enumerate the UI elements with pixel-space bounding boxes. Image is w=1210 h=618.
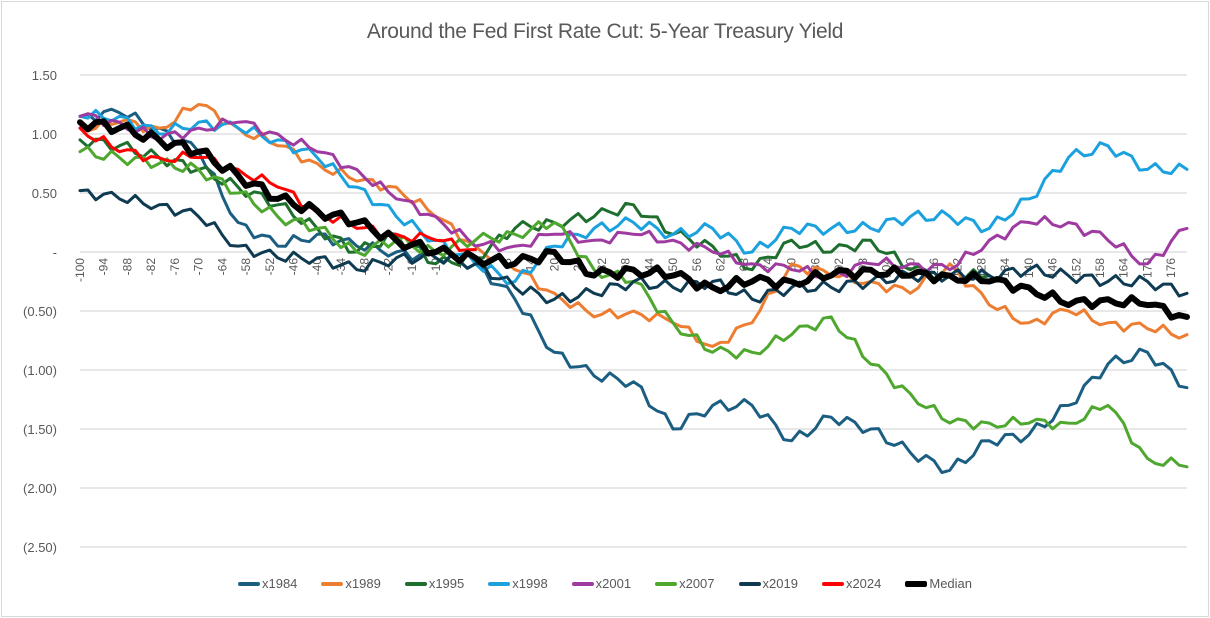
x-tick-label: 158 — [1093, 258, 1107, 278]
y-tick-label: 0.50 — [32, 186, 57, 201]
series-line-x1984 — [78, 107, 1189, 475]
legend-label: x1984 — [261, 576, 298, 591]
legend-label: x2024 — [845, 576, 882, 591]
legend-label: x2007 — [679, 576, 715, 591]
y-tick-label: - — [53, 245, 57, 260]
legend-swatch — [655, 581, 678, 586]
y-tick-label: (2.50) — [23, 540, 57, 555]
legend-item: x2019 — [738, 576, 798, 591]
y-tick-label: (0.50) — [23, 304, 57, 319]
x-tick-label: -70 — [192, 258, 206, 276]
legend-swatch — [321, 581, 344, 586]
legend-label: x1998 — [512, 576, 548, 591]
legend-item: x2001 — [571, 576, 632, 591]
x-tick-label: 152 — [1069, 258, 1083, 278]
x-tick-label: 164 — [1117, 258, 1131, 278]
chart-title: Around the Fed First Rate Cut: 5-Year Tr… — [366, 20, 844, 43]
y-tick-label: 1.00 — [32, 127, 57, 142]
x-tick-label: -76 — [168, 258, 182, 276]
legend-item: x2007 — [655, 576, 715, 591]
legend-item: x1984 — [237, 576, 298, 591]
series-line-median — [77, 118, 1190, 321]
legend: x1984 x1989 x1995 x1998 x2001 x2007 x2019 x2024… — [0, 576, 1210, 591]
series-lines — [77, 103, 1190, 475]
series-line-x1989 — [78, 103, 1189, 348]
x-tick-label: 176 — [1164, 258, 1178, 278]
x-tick-label: -52 — [263, 258, 277, 276]
legend-swatch — [738, 581, 761, 586]
legend-label: x2001 — [595, 576, 632, 591]
x-tick-label: 56 — [690, 258, 704, 272]
legend-swatch — [237, 581, 260, 586]
legend-label: x2019 — [762, 576, 798, 591]
legend-label: x1989 — [345, 576, 381, 591]
y-axis-ticks: 1.50 1.00 0.50 - (0.50) (1.00) (1.50) (2.00) (2.… — [23, 68, 57, 555]
x-tick-label: -58 — [239, 258, 253, 276]
x-tick-label: -82 — [144, 258, 158, 276]
legend-item: x2024 — [821, 576, 882, 591]
x-tick-label: 170 — [1140, 258, 1154, 278]
legend-item: x1998 — [488, 576, 548, 591]
x-tick-label: -88 — [120, 258, 134, 276]
legend-swatch — [821, 581, 844, 586]
x-tick-label: -46 — [286, 258, 300, 276]
x-tick-label: 50 — [666, 258, 680, 272]
legend-label: Median — [929, 576, 972, 591]
legend-swatch — [905, 580, 928, 587]
x-tick-label: 62 — [713, 258, 727, 272]
series-line-x2001 — [78, 112, 1189, 280]
y-tick-label: (1.50) — [23, 422, 57, 437]
series-line-x2024 — [78, 126, 477, 252]
legend-item: x1995 — [404, 576, 465, 591]
series-line-x1998 — [78, 108, 1189, 286]
series-line-x1995 — [78, 137, 991, 282]
legend-label: x1995 — [428, 576, 465, 591]
y-tick-label: 1.50 — [32, 68, 57, 83]
legend-item: x1989 — [321, 576, 381, 591]
y-tick-label: (1.00) — [23, 363, 57, 378]
gridlines — [80, 74, 1187, 548]
legend-swatch — [404, 581, 427, 586]
x-tick-label: -64 — [215, 258, 229, 276]
x-tick-label: -94 — [97, 258, 111, 276]
series-line-x2019 — [78, 188, 1189, 305]
x-tick-label: -100 — [73, 258, 87, 282]
legend-swatch — [571, 581, 594, 586]
y-tick-label: (2.00) — [23, 481, 57, 496]
legend-item: Median — [905, 576, 972, 591]
legend-swatch — [488, 581, 511, 586]
